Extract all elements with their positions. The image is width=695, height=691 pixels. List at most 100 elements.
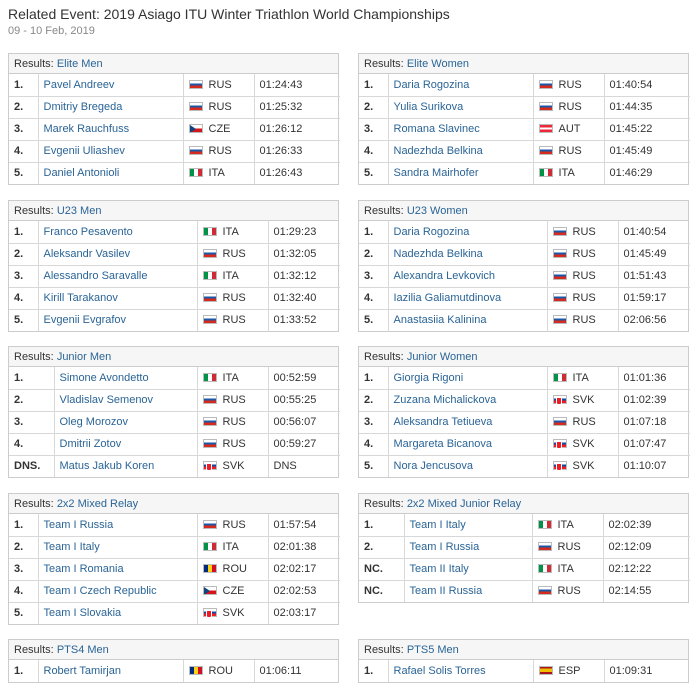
country-code: ITA	[572, 371, 589, 384]
athlete-link[interactable]: Zuzana Michalickova	[393, 394, 497, 406]
country-cell: RUS	[183, 140, 255, 163]
category-link[interactable]: Junior Men	[56, 351, 112, 363]
country-code: RUS	[572, 292, 596, 304]
country-code: RUS	[572, 225, 596, 238]
athlete-link[interactable]: Daria Rogozina	[393, 78, 470, 91]
flag-icon	[202, 249, 217, 258]
country-code: RUS	[222, 416, 246, 428]
category-link[interactable]: Elite Men	[56, 58, 103, 70]
rank-cell: 4.	[9, 580, 39, 603]
time-cell: 02:01:38	[268, 536, 340, 559]
category-link[interactable]: PTS5 Men	[406, 644, 459, 656]
time-cell: 01:07:47	[618, 433, 690, 456]
athlete-cell: Margareta Bicanova	[388, 433, 548, 456]
rank-cell: 4.	[9, 433, 55, 456]
category-link[interactable]: U23 Men	[56, 205, 102, 217]
table-row: 3. Team I Romania ROU 02:02:17	[9, 558, 340, 581]
category-link[interactable]: Junior Women	[406, 351, 478, 363]
athlete-link[interactable]: Dmitrii Zotov	[59, 438, 122, 450]
table-row: 3. Alessandro Saravalle ITA 01:32:12	[9, 265, 340, 288]
flag-icon	[188, 124, 203, 133]
athlete-link[interactable]: Nadezhda Belkina	[393, 145, 483, 157]
country-code: RUS	[558, 78, 582, 91]
country-code: ROU	[222, 563, 247, 575]
athlete-cell: Daria Rogozina	[388, 221, 548, 244]
athlete-link[interactable]: Team I Romania	[43, 563, 124, 575]
table-row: 2. Team I Russia RUS 02:12:09	[359, 536, 690, 559]
category-link[interactable]: PTS4 Men	[56, 644, 109, 656]
athlete-link[interactable]: Team I Slovakia	[43, 607, 122, 620]
athlete-cell: Kirill Tarakanov	[38, 287, 198, 310]
table-row: 1. Pavel Andreev RUS 01:24:43	[9, 74, 340, 97]
athlete-link[interactable]: Robert Tamirjan	[43, 665, 121, 677]
athlete-link[interactable]: Team II Italy	[409, 563, 469, 575]
flag-icon	[202, 564, 217, 573]
athlete-link[interactable]: Pavel Andreev	[43, 78, 115, 91]
athlete-link[interactable]: Evgenii Evgrafov	[43, 314, 127, 327]
athlete-link[interactable]: Alessandro Saravalle	[43, 270, 148, 282]
time-cell: 01:26:12	[254, 118, 340, 141]
athlete-link[interactable]: Alexandra Levkovich	[393, 270, 496, 282]
athlete-link[interactable]: Simone Avondetto	[59, 371, 149, 384]
athlete-cell: Aleksandr Vasilev	[38, 243, 198, 266]
athlete-cell: Nora Jencusova	[388, 455, 548, 477]
flag-icon	[202, 519, 217, 529]
athlete-link[interactable]: Matus Jakub Koren	[59, 460, 155, 473]
table-row: 5. Nora Jencusova SVK 01:10:07	[359, 455, 690, 477]
time-cell: 02:02:53	[268, 580, 340, 603]
athlete-link[interactable]: Giorgia Rigoni	[393, 371, 464, 384]
flag-icon	[552, 461, 567, 472]
category-link[interactable]: U23 Women	[406, 205, 468, 217]
country-code: RUS	[222, 394, 246, 406]
rank-cell: 2.	[9, 96, 39, 119]
athlete-link[interactable]: Evgenii Uliashev	[43, 145, 125, 157]
athlete-link[interactable]: Kirill Tarakanov	[43, 292, 118, 304]
country-code: SVK	[222, 460, 245, 473]
athlete-link[interactable]: Anastasiia Kalinina	[393, 314, 487, 327]
flag-icon	[202, 439, 217, 448]
athlete-link[interactable]: Aleksandra Tetiueva	[393, 416, 493, 428]
athlete-link[interactable]: Daria Rogozina	[393, 225, 470, 238]
athlete-link[interactable]: Iazilia Galiamutdinova	[393, 292, 502, 304]
table-row: NC. Team II Russia RUS 02:14:55	[359, 580, 690, 602]
athlete-link[interactable]: Nora Jencusova	[393, 460, 474, 473]
table-row: 5. Evgenii Evgrafov RUS 01:33:52	[9, 309, 340, 331]
athlete-link[interactable]: Yulia Surikova	[393, 101, 464, 113]
results-table: 1. Franco Pesavento ITA 01:29:23 2. Aleksandr…	[9, 221, 340, 331]
athlete-link[interactable]: Aleksandr Vasilev	[43, 248, 131, 260]
athlete-link[interactable]: Sandra Mairhofer	[393, 167, 479, 180]
athlete-link[interactable]: Team I Russia	[43, 518, 114, 531]
athlete-link[interactable]: Daniel Antonioli	[43, 167, 120, 180]
country-code: RUS	[222, 314, 246, 327]
athlete-link[interactable]: Team I Russia	[409, 541, 480, 553]
athlete-link[interactable]: Dmitriy Bregeda	[43, 101, 123, 113]
country-cell: RUS	[533, 140, 605, 163]
results-prefix: Results:	[14, 58, 54, 70]
category-link[interactable]: 2x2 Mixed Relay	[56, 498, 139, 510]
country-cell: RUS	[533, 96, 605, 119]
athlete-cell: Pavel Andreev	[38, 74, 184, 97]
table-row: 3. Romana Slavinec AUT 01:45:22	[359, 118, 690, 141]
flag-icon	[538, 79, 553, 89]
athlete-link[interactable]: Oleg Morozov	[59, 416, 128, 428]
athlete-link[interactable]: Margareta Bicanova	[393, 438, 492, 450]
flag-icon	[552, 395, 567, 405]
athlete-link[interactable]: Team I Italy	[409, 518, 466, 531]
athlete-link[interactable]: Team I Italy	[43, 541, 100, 553]
athlete-link[interactable]: Team II Russia	[409, 585, 483, 598]
athlete-link[interactable]: Franco Pesavento	[43, 225, 133, 238]
category-link[interactable]: Elite Women	[406, 58, 469, 70]
country-code: AUT	[558, 123, 581, 135]
rank-cell: 5.	[9, 162, 39, 184]
category-link[interactable]: 2x2 Mixed Junior Relay	[406, 498, 522, 510]
country-code: RUS	[557, 541, 581, 553]
athlete-link[interactable]: Marek Rauchfuss	[43, 123, 130, 135]
athlete-link[interactable]: Vladislav Semenov	[59, 394, 154, 406]
athlete-link[interactable]: Nadezhda Belkina	[393, 248, 483, 260]
athlete-link[interactable]: Rafael Solis Torres	[393, 665, 486, 677]
athlete-link[interactable]: Team I Czech Republic	[43, 585, 157, 597]
flag-icon	[552, 315, 567, 325]
time-cell: 02:03:17	[273, 607, 317, 620]
flag-icon	[552, 226, 567, 236]
athlete-link[interactable]: Romana Slavinec	[393, 123, 480, 135]
